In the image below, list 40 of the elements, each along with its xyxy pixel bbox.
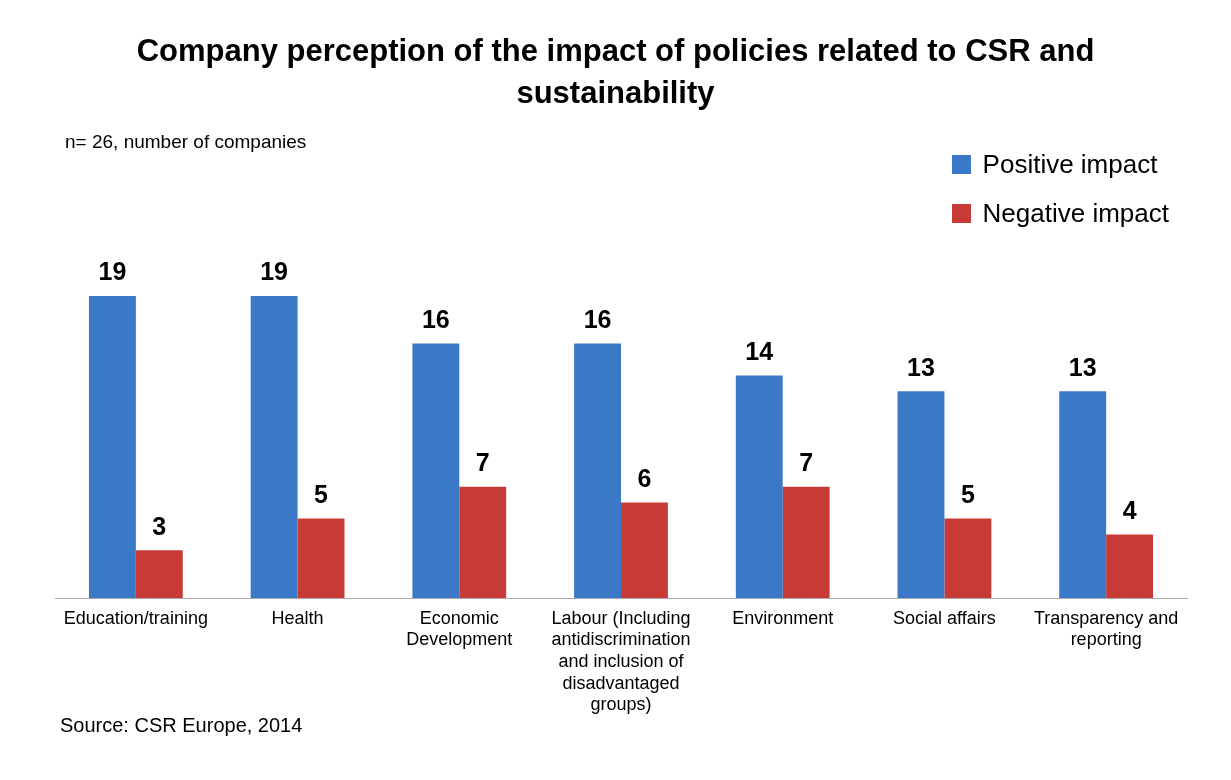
bar	[782, 486, 830, 598]
data-label: 5	[960, 479, 975, 508]
bar	[412, 343, 460, 598]
bar	[897, 391, 945, 598]
bar	[735, 375, 783, 598]
data-label: 3	[152, 511, 167, 540]
data-label: 14	[745, 336, 774, 365]
data-label: 4	[1122, 495, 1137, 524]
x-tick-label: Labour (Including antidiscrimination and inclusion of disadvantaged groups)	[551, 607, 691, 715]
data-label: 7	[799, 448, 814, 477]
x-tick-label: Social affairs	[893, 607, 996, 628]
bar	[135, 550, 183, 598]
bar	[944, 518, 992, 598]
chart-title: Company perception of the impact of policies related to CSR and sustainability	[135, 32, 1096, 112]
data-label: 19	[98, 257, 127, 286]
legend-label: Positive impact	[982, 149, 1158, 180]
bar	[250, 295, 298, 598]
bar	[1106, 534, 1154, 598]
bar	[297, 518, 345, 598]
chart-subtitle: n= 26, number of companies	[65, 131, 307, 153]
data-label: 6	[637, 463, 652, 492]
bar	[621, 502, 668, 598]
data-label: 7	[475, 448, 490, 477]
x-tick-label: Health	[271, 607, 324, 628]
data-label: 16	[583, 304, 612, 333]
x-tick-label: Environment	[732, 607, 834, 628]
data-label: 16	[421, 304, 450, 333]
x-tick-label: Transparency and reporting	[1033, 607, 1179, 650]
bar	[459, 486, 507, 598]
data-label: 5	[314, 479, 329, 508]
data-label: 13	[907, 352, 935, 381]
data-label: 13	[1068, 352, 1097, 381]
bar	[1059, 391, 1107, 598]
x-tick-label: Education/training	[63, 607, 208, 628]
bar	[88, 295, 136, 598]
legend-label: Negative impact	[982, 198, 1169, 229]
data-label: 19	[260, 257, 289, 286]
source-note: Source: CSR Europe, 2014	[60, 714, 303, 737]
bar	[574, 343, 621, 598]
x-tick-label: Economic Development	[406, 607, 513, 650]
